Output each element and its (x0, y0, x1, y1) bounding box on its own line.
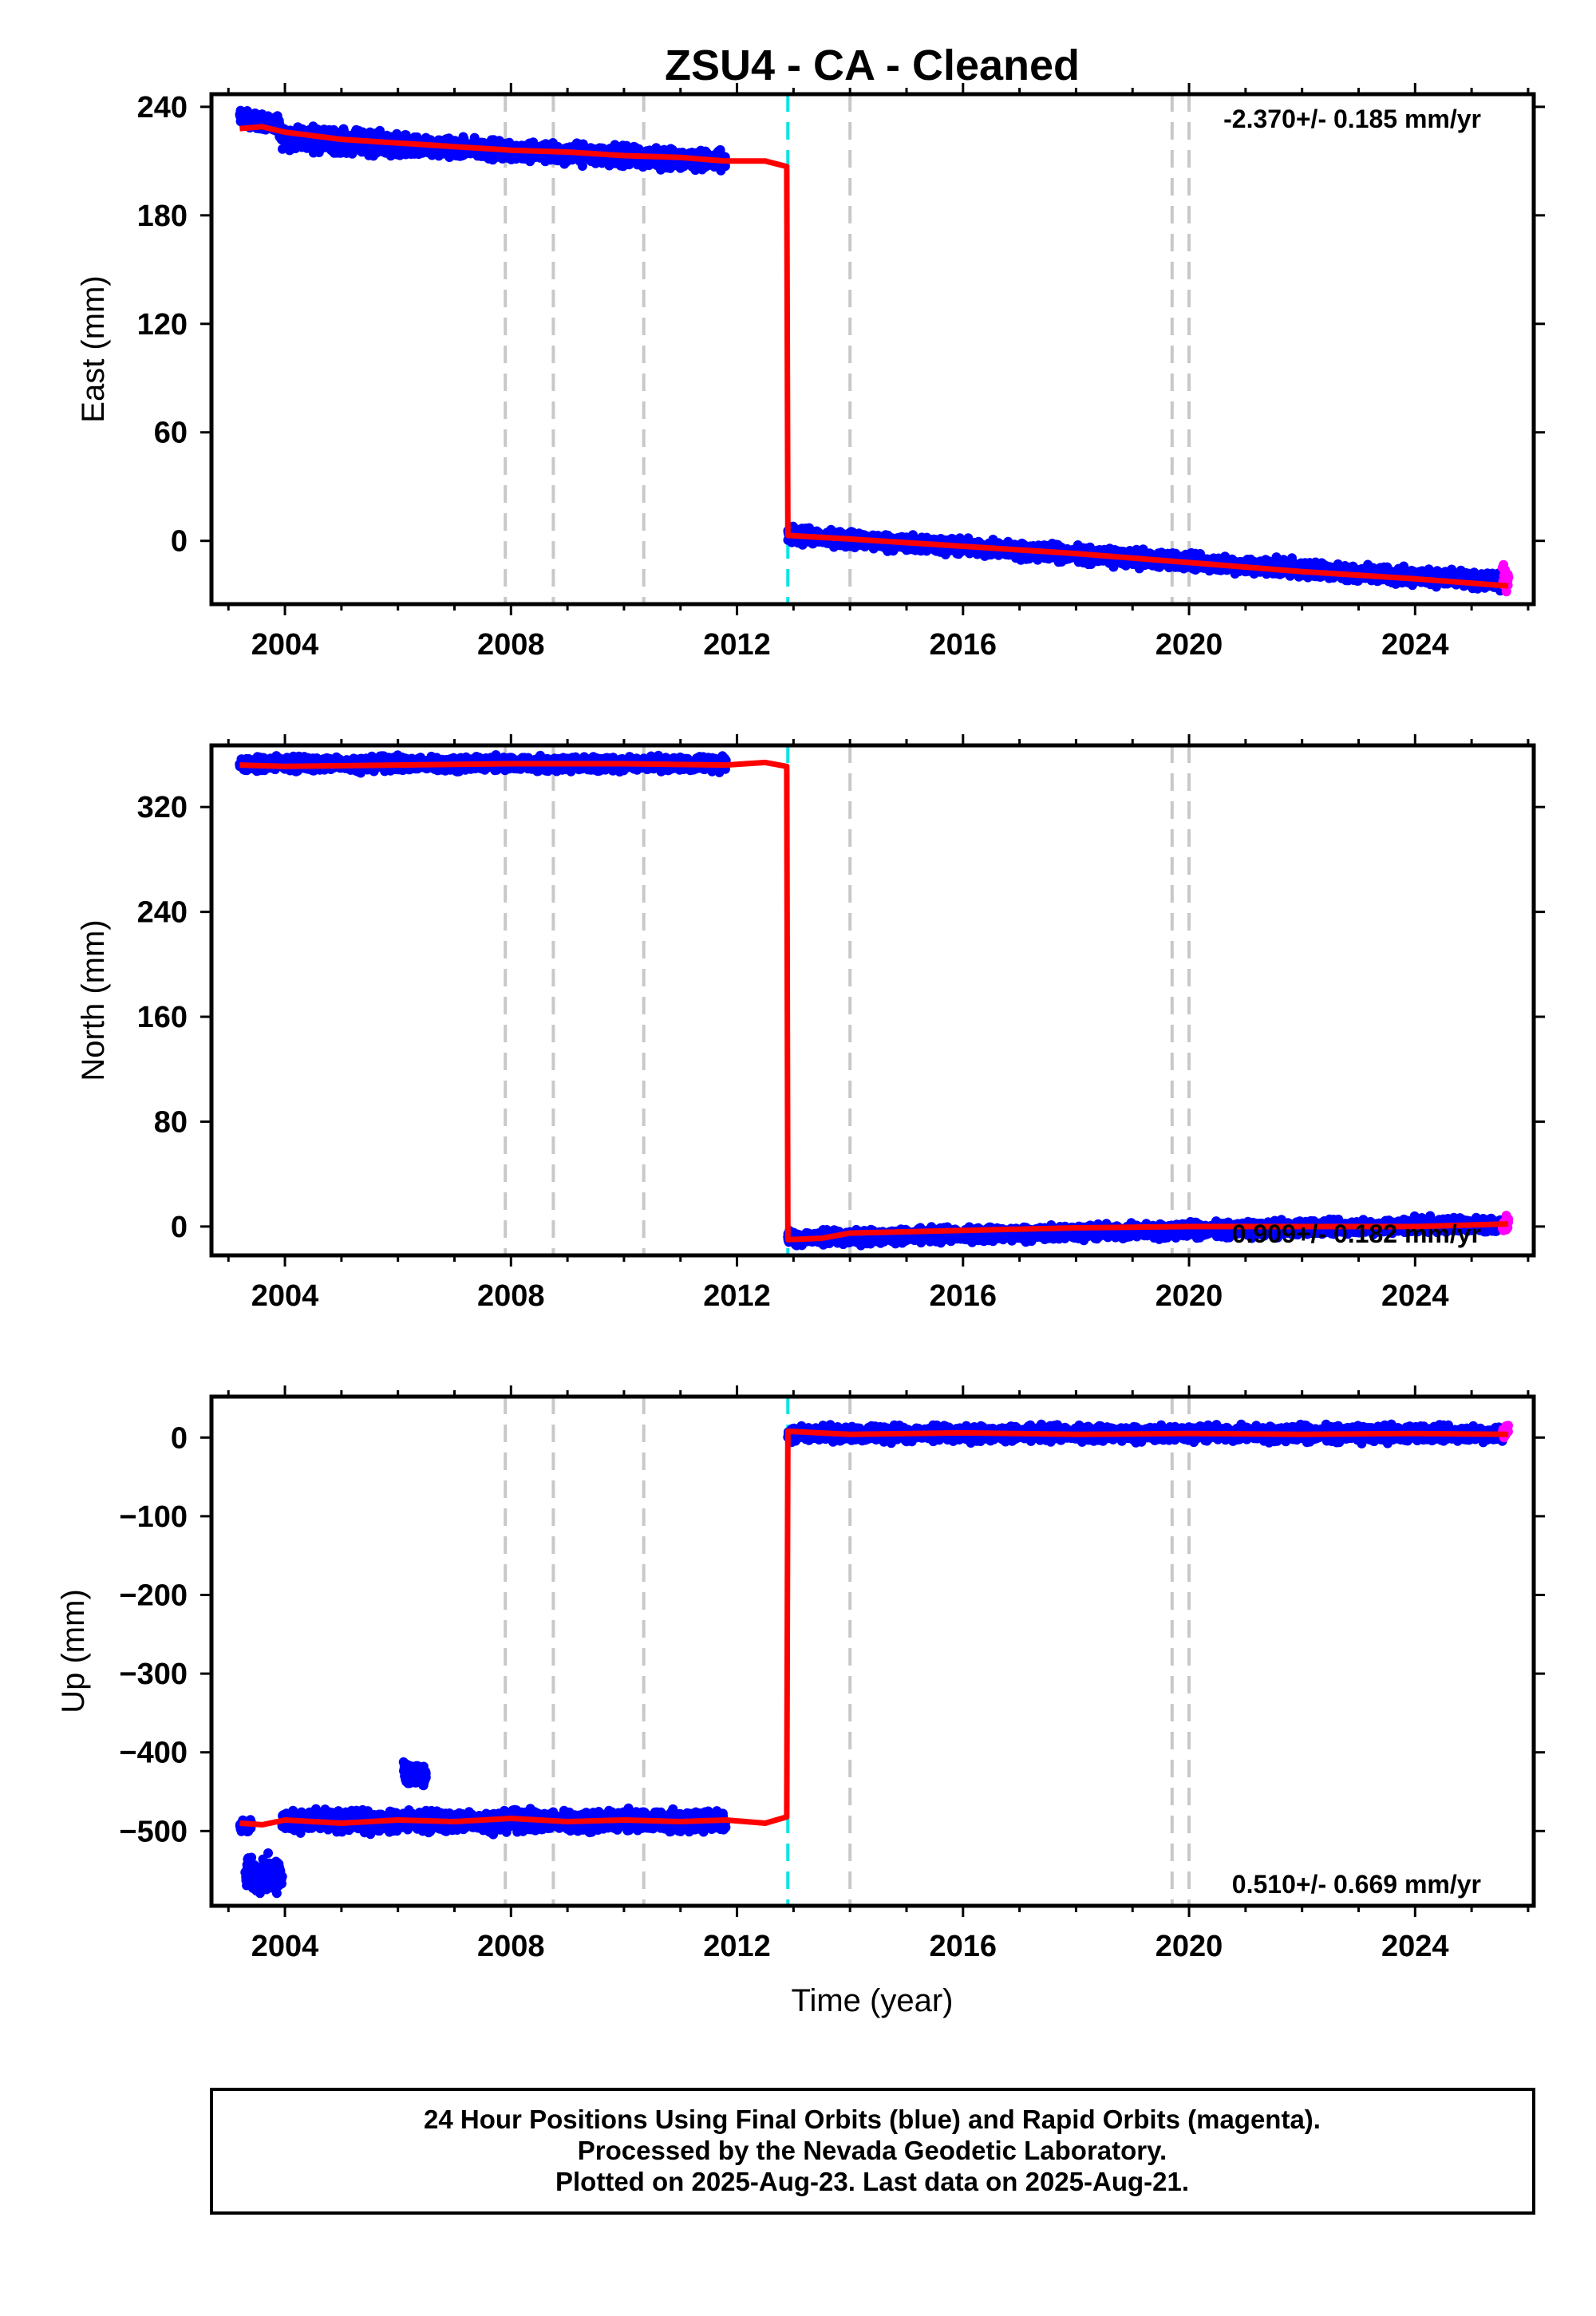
y-tick-label: 60 (154, 417, 188, 450)
x-tick-label: 2004 (251, 628, 319, 662)
east-panel: 2004 2008 2012 2016 2020 2024 0 60 120 180 240 East… (76, 83, 1545, 662)
x-tick-label: 2012 (703, 628, 771, 662)
north-plot-area (235, 745, 1514, 1255)
x-tick-label: 2008 (477, 628, 545, 662)
y-tick-label: 0 (171, 525, 188, 559)
y-tick-label: 120 (137, 308, 188, 342)
y-tick-label: 180 (137, 200, 188, 233)
east-plot-area (235, 94, 1514, 604)
east-model-line (239, 124, 1509, 589)
x-tick-label: 2024 (1381, 628, 1449, 662)
rapid-orbit-point (1503, 572, 1514, 583)
north-panel: 2004 2008 2012 2016 2020 2024080160240320Nort… (76, 734, 1545, 1313)
east-rate-label: -2.370+/- 0.185 mm/yr (1223, 105, 1481, 133)
east-frame (209, 92, 1536, 607)
x-tick-label: 2016 (930, 628, 998, 662)
east-y-axis-title: East (mm) (76, 275, 111, 422)
y-tick-label: 240 (137, 91, 188, 124)
x-tick-label: 2020 (1156, 628, 1223, 662)
chart-title: ZSU4 - CA - Cleaned (665, 41, 1080, 89)
